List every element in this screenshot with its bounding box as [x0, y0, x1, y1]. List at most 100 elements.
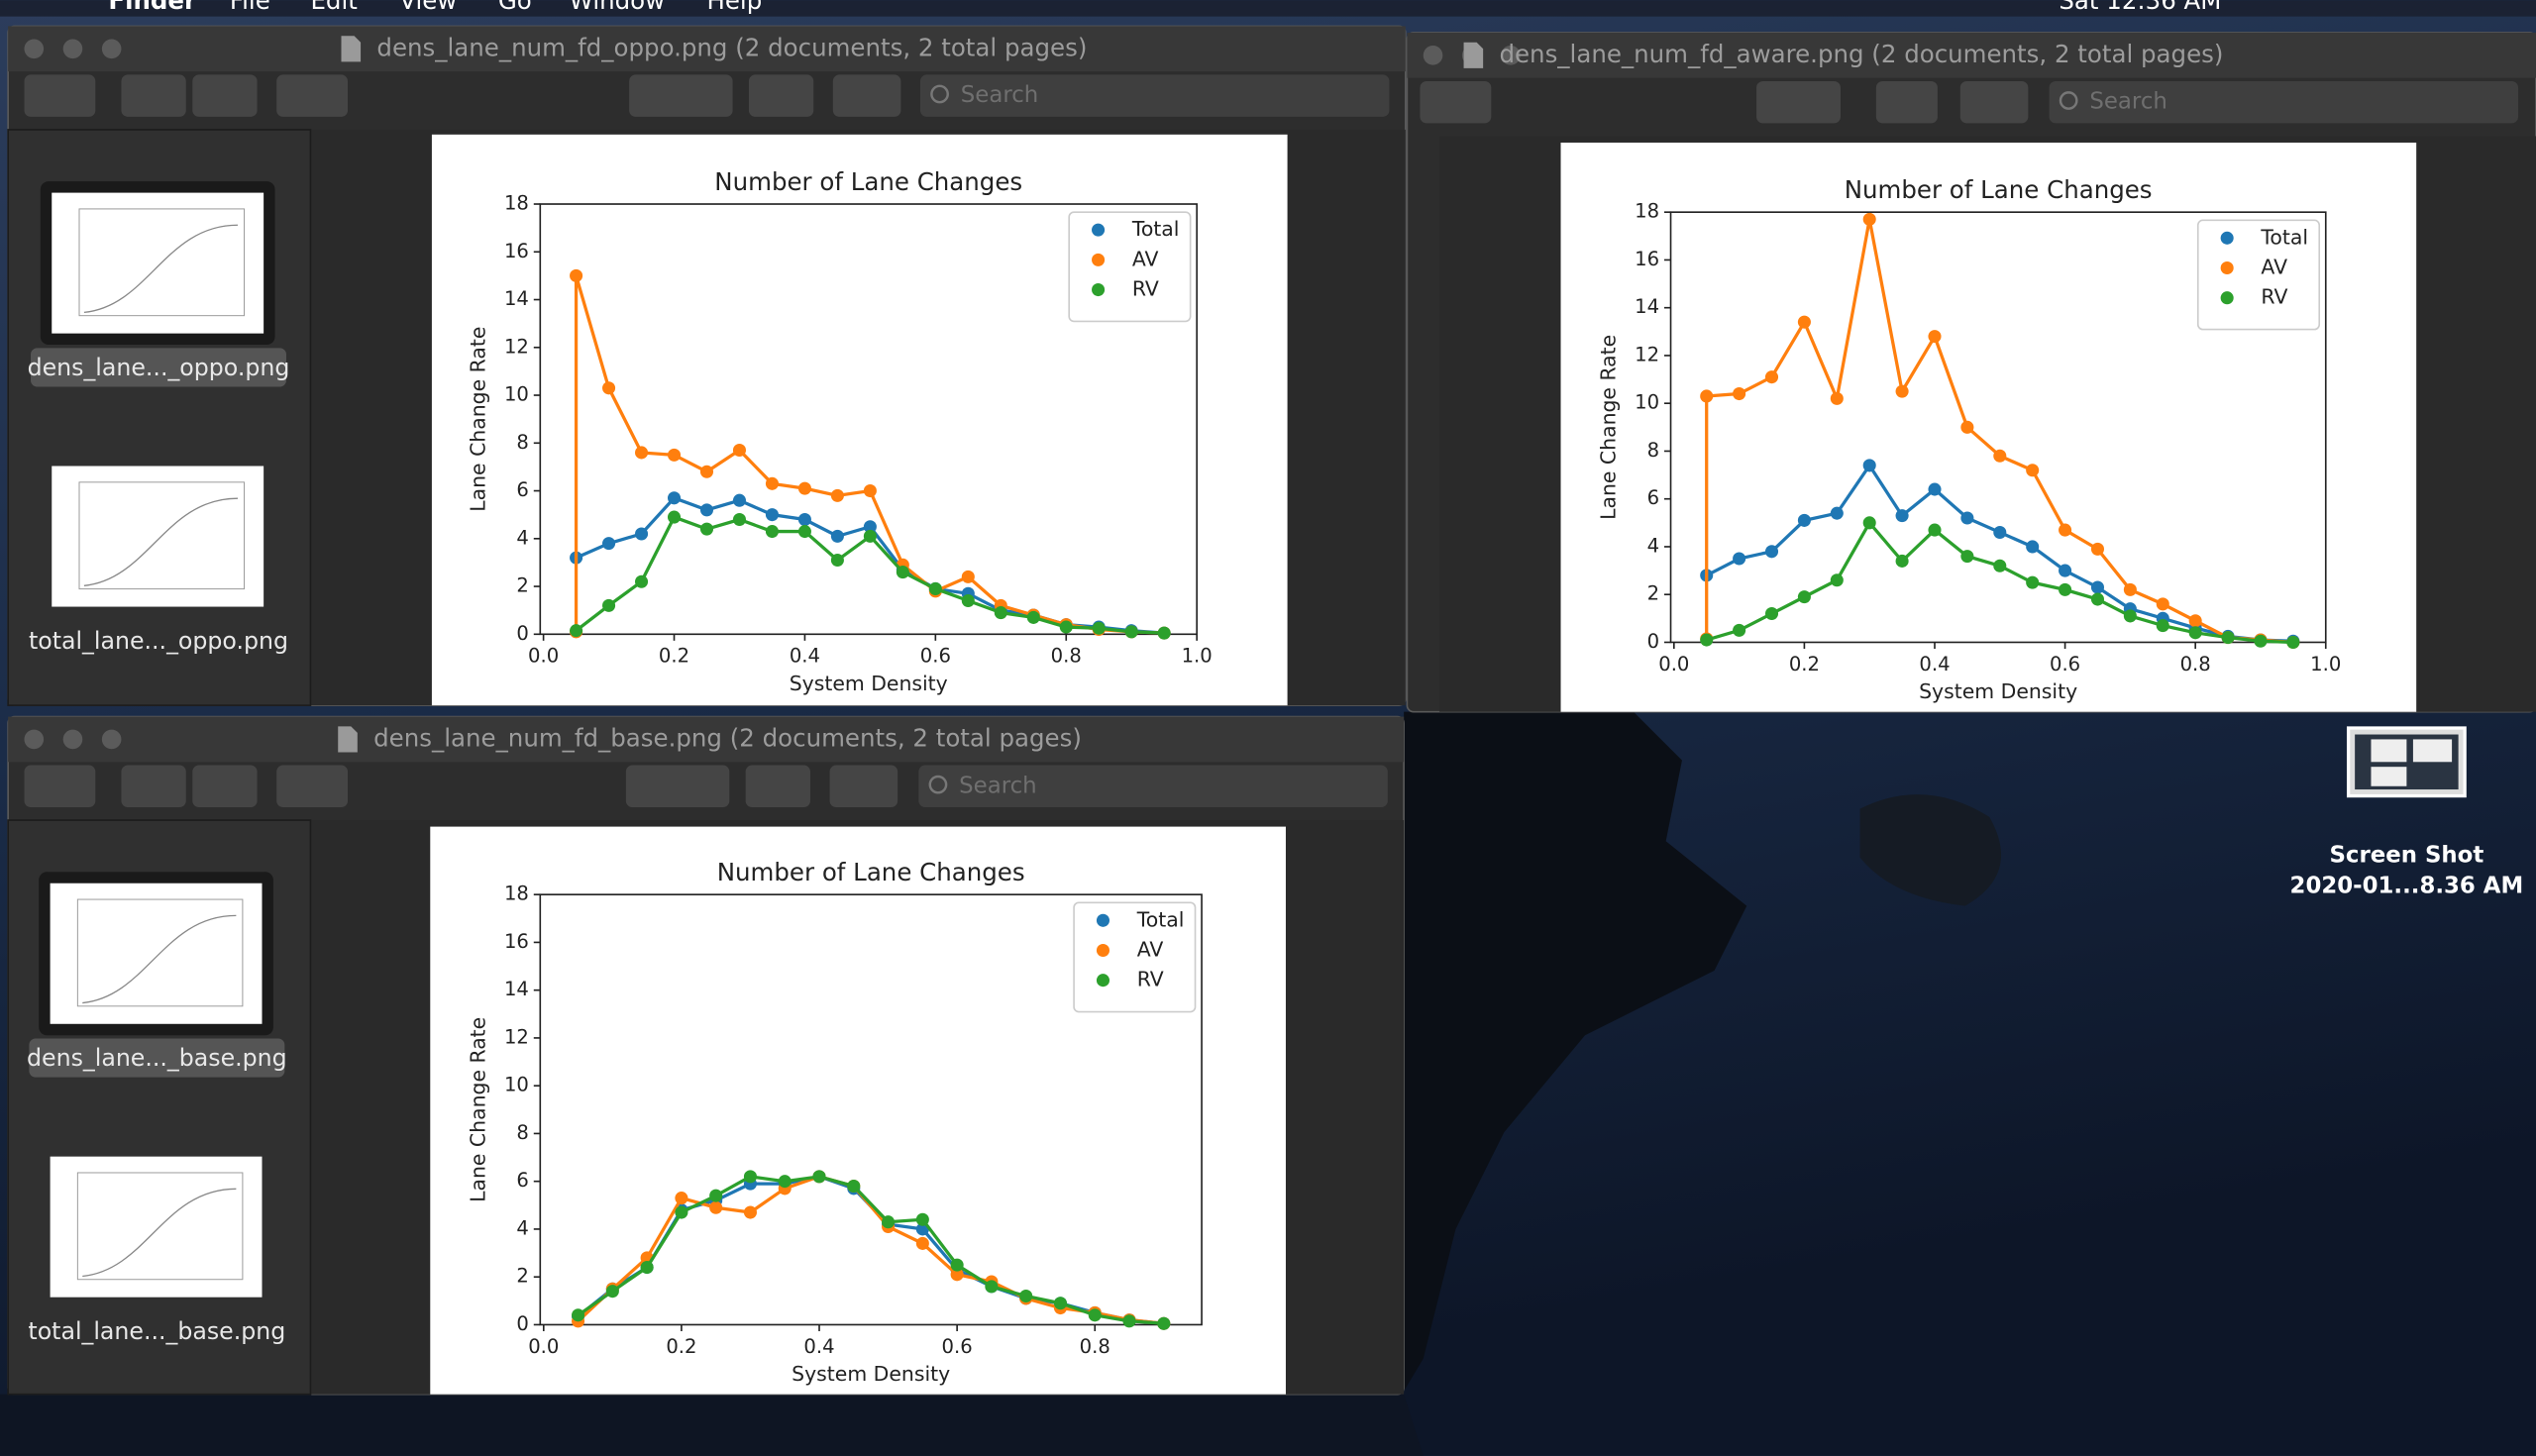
toolbar-button[interactable]: [1420, 80, 1492, 124]
window-control[interactable]: [62, 729, 83, 750]
data-point: [2059, 582, 2072, 596]
window-control[interactable]: [24, 729, 45, 750]
x-tick-label: 0.4: [803, 1335, 834, 1358]
toolbar-button[interactable]: [24, 74, 96, 117]
toolbar-button[interactable]: [829, 765, 898, 807]
data-point: [1895, 509, 1909, 523]
data-point: [602, 537, 616, 551]
x-tick-label: 0.2: [659, 645, 689, 668]
window-control[interactable]: [1423, 46, 1443, 65]
legend-label: Total: [1136, 907, 1185, 931]
data-point: [778, 1175, 792, 1189]
y-tick-label: 6: [516, 478, 528, 501]
content: Finder File Edit View Go Window Help Sat 12:36 …: [7, 0, 2536, 1396]
window-control[interactable]: [62, 39, 83, 59]
desktop-icon-label[interactable]: Screen Shot: [2329, 842, 2483, 868]
search-icon: [930, 84, 949, 104]
data-point: [2221, 631, 2235, 645]
thumbnail-label[interactable]: total_lane..._base.png: [28, 1317, 285, 1345]
icon-preview: [2412, 739, 2453, 763]
menu-item[interactable]: File: [230, 0, 270, 15]
toolbar-button[interactable]: [192, 765, 258, 807]
data-point: [602, 598, 616, 612]
x-tick-label: 0.8: [1080, 1335, 1110, 1358]
data-point: [896, 566, 909, 579]
data-point: [2059, 564, 2072, 577]
window-control[interactable]: [101, 729, 122, 750]
y-axis-label: Lane Change Rate: [1596, 335, 1620, 520]
data-point: [882, 1215, 896, 1229]
data-point: [915, 1236, 929, 1250]
window-title: dens_lane_num_fd_base.png (2 documents, …: [373, 723, 1082, 752]
menu-item[interactable]: Go: [498, 0, 532, 15]
menu-item[interactable]: View: [399, 0, 457, 15]
toolbar-button[interactable]: [832, 74, 901, 117]
data-point: [1895, 384, 1909, 398]
desktop-icon-label[interactable]: 2020-01...8.36 AM: [2290, 873, 2524, 898]
legend-label: AV: [2261, 256, 2287, 279]
data-point: [1797, 590, 1811, 604]
data-point: [570, 624, 583, 638]
x-tick-label: 0.0: [528, 1335, 559, 1358]
toolbar-button[interactable]: [625, 765, 730, 807]
data-point: [2026, 464, 2040, 477]
thumbnail[interactable]: [50, 1156, 263, 1298]
window-control[interactable]: [1501, 46, 1521, 65]
legend-label: RV: [1132, 277, 1159, 301]
thumbnail-label[interactable]: dens_lane..._oppo.png: [28, 354, 290, 381]
menu-item[interactable]: Help: [706, 0, 762, 15]
thumbnail-curve: [83, 497, 239, 586]
toolbar-button[interactable]: [629, 74, 733, 117]
toolbar-button[interactable]: [1875, 80, 1938, 124]
thumbnail-plot: [76, 898, 244, 1007]
menu-item[interactable]: Finder: [108, 0, 196, 15]
thumbnail[interactable]: [52, 192, 264, 334]
thumbnail[interactable]: [50, 883, 263, 1024]
thumbnail-label[interactable]: dens_lane..._base.png: [27, 1044, 287, 1072]
search-field[interactable]: [919, 74, 1390, 117]
toolbar-button[interactable]: [276, 74, 349, 117]
toolbar-button[interactable]: [121, 765, 186, 807]
data-point: [1993, 559, 2007, 572]
toolbar-button[interactable]: [24, 765, 96, 807]
data-point: [1993, 449, 2007, 463]
data-point: [709, 1200, 723, 1214]
search-placeholder: Search: [961, 82, 1038, 108]
y-tick-label: 14: [504, 978, 529, 1000]
data-point: [2123, 609, 2137, 623]
menu-item[interactable]: Window: [570, 0, 665, 15]
toolbar-button[interactable]: [1756, 80, 1841, 124]
thumbnail[interactable]: [52, 466, 264, 607]
menu-item[interactable]: Edit: [310, 0, 358, 15]
toolbar-button[interactable]: [276, 765, 349, 807]
data-point: [1960, 420, 1974, 434]
toolbar-button[interactable]: [1959, 80, 2029, 124]
x-tick-label: 0.6: [942, 1335, 973, 1358]
data-point: [2026, 540, 2040, 554]
legend-marker: [1092, 223, 1106, 237]
toolbar-button[interactable]: [121, 74, 186, 117]
data-point: [797, 481, 811, 495]
window-control[interactable]: [101, 39, 122, 59]
data-point: [675, 1192, 688, 1205]
data-point: [2156, 597, 2169, 611]
search-field[interactable]: [918, 765, 1388, 807]
search-field[interactable]: [2049, 80, 2519, 124]
data-point: [732, 493, 747, 507]
data-point: [2156, 619, 2169, 633]
data-point: [1928, 330, 1942, 344]
data-point: [1733, 623, 1746, 637]
window-control[interactable]: [24, 39, 45, 59]
data-point: [1830, 573, 1844, 587]
toolbar-button[interactable]: [745, 765, 810, 807]
data-point: [1993, 525, 2007, 540]
search-placeholder: Search: [2089, 89, 2166, 115]
toolbar-button[interactable]: [748, 74, 814, 117]
icon-preview: [2371, 739, 2407, 763]
thumbnail-label[interactable]: total_lane..._oppo.png: [29, 627, 288, 655]
data-point: [1960, 550, 1974, 564]
data-point: [570, 268, 583, 282]
chart-title: Number of Lane Changes: [1845, 175, 2153, 204]
toolbar-button[interactable]: [192, 74, 258, 117]
title-bar: [8, 716, 1405, 763]
